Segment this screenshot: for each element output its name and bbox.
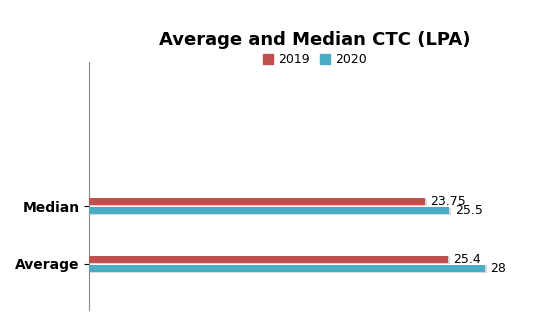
Bar <box>89 208 451 215</box>
Text: 23.75: 23.75 <box>430 195 466 208</box>
Bar <box>89 207 449 214</box>
Legend: 2019, 2020: 2019, 2020 <box>259 48 372 71</box>
Text: 28: 28 <box>490 262 506 275</box>
Bar <box>89 265 484 272</box>
Text: 25.4: 25.4 <box>454 253 481 266</box>
Bar <box>89 199 426 206</box>
Bar <box>89 266 486 273</box>
Text: 25.5: 25.5 <box>455 204 483 217</box>
Title: Average and Median CTC (LPA): Average and Median CTC (LPA) <box>160 31 471 49</box>
Bar <box>89 256 450 264</box>
Bar <box>89 255 448 263</box>
Bar <box>89 198 425 205</box>
